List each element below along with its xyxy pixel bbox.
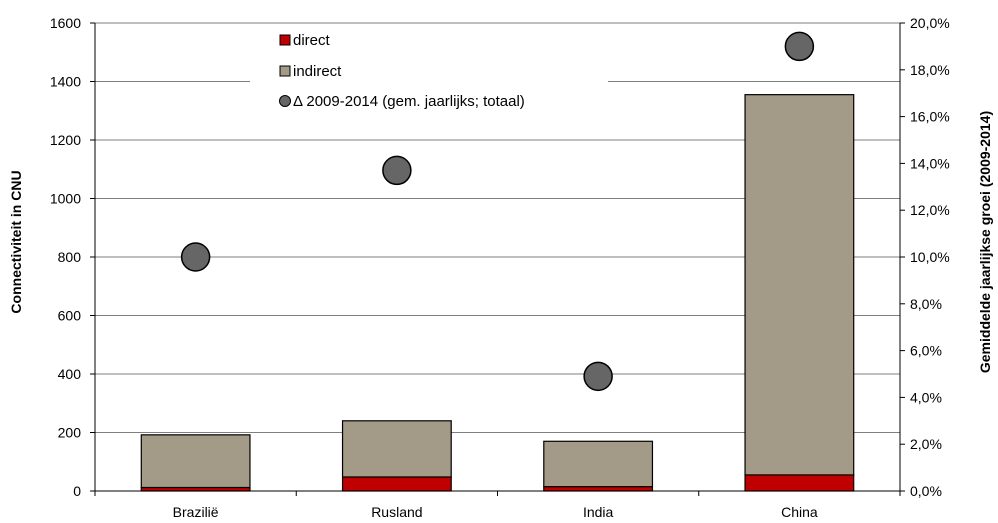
right-tick-label: 16,0% [910,109,950,125]
left-axis-ticks: 0 200 400 600 800 1000 1200 1400 1600 [50,15,95,499]
bar-indirect-Brazilië [140,434,251,489]
bar-direct-China [744,474,855,492]
growth-point-India [583,361,613,392]
legend-swatch-indirect [279,65,291,77]
left-tick-label: 1200 [50,132,81,148]
bar-direct-Rusland [341,476,452,492]
category-labels: Brazilië Rusland India China [173,504,818,520]
left-tick-label: 1600 [50,15,81,31]
right-axis-title: Gemiddelde jaarlijkse groei (2009-2014) [977,111,993,373]
growth-point-China [784,31,815,62]
legend-label: direct [293,32,331,49]
legend-label: Δ 2009-2014 (gem. jaarlijks; totaal) [293,93,525,110]
left-tick-label: 1000 [50,191,81,207]
legend-swatch-direct [279,34,291,46]
growth-points [180,31,815,392]
right-tick-label: 6,0% [910,343,942,359]
category-label: India [583,504,614,520]
growth-point-Rusland [382,155,412,186]
right-tick-label: 8,0% [910,296,942,312]
right-tick-label: 12,0% [910,202,950,218]
bars [140,94,855,492]
left-tick-label: 600 [58,308,82,324]
left-tick-label: 200 [58,425,82,441]
category-label: China [781,504,818,520]
bar-direct-India [543,486,654,492]
left-tick-label: 800 [58,249,82,265]
right-tick-label: 18,0% [910,62,950,78]
right-tick-label: 14,0% [910,155,950,171]
legend-label: indirect [293,63,342,80]
bar-indirect-India [543,440,654,488]
right-tick-label: 10,0% [910,249,950,265]
right-axis-ticks: 0,0% 2,0% 4,0% 6,0% 8,0% 10,0% 12,0% 14,0% 16,0%… [900,15,950,499]
right-tick-label: 0,0% [910,483,942,499]
legend-background [250,29,608,119]
left-tick-label: 400 [58,366,82,382]
right-tick-label: 20,0% [910,15,950,31]
category-label: Rusland [371,504,422,520]
legend-swatch-Δ 2009-2014 (gem. jaarlijks; totaal) [279,95,291,107]
gridlines [95,22,900,433]
category-label: Brazilië [173,504,219,520]
right-tick-label: 4,0% [910,389,942,405]
left-tick-label: 0 [73,483,81,499]
legend: direct indirect Δ 2009-2014 (gem. jaarlijk… [279,32,525,110]
right-tick-label: 2,0% [910,436,942,452]
growth-point-Brazilië [180,242,211,272]
left-tick-label: 1400 [50,74,81,90]
legend-box [250,29,608,119]
left-axis-title: Connectiviteit in CNU [8,170,24,313]
bar-indirect-China [744,94,855,476]
bar-indirect-Rusland [341,420,452,478]
